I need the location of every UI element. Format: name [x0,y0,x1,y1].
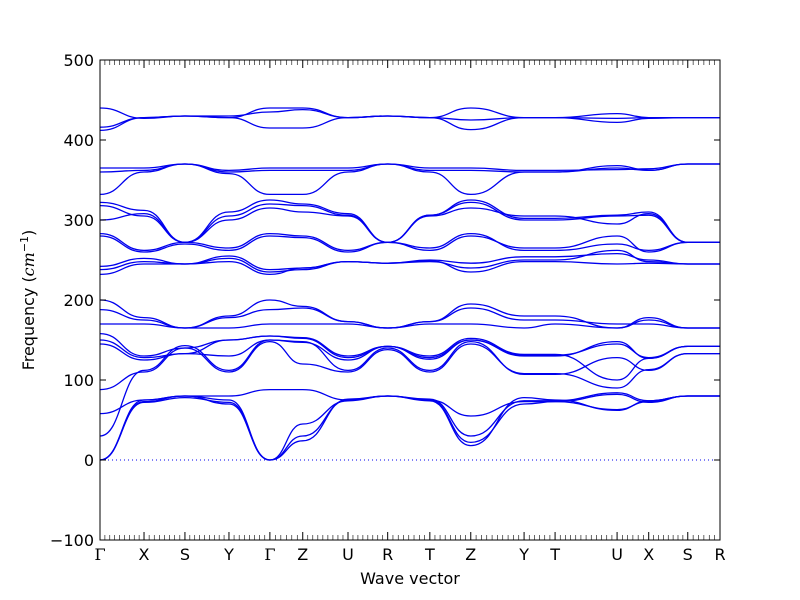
y-tick-label: 100 [63,371,94,390]
x-tick-label-z: Z [465,545,476,564]
y-axis-label-close: ) [19,230,38,236]
y-axis-label: Frequency (cm−1) [18,230,38,371]
x-tick-label-u: U [342,545,354,564]
band-line-8 [99,335,720,381]
plot-frame [99,59,721,541]
x-tick-label-gamma: Γ [94,545,105,564]
band-line-5 [99,340,720,391]
y-axis-label-unit: cm [19,252,38,276]
y-axis-ticks: −100 0 100 200 300 400 500 [50,51,720,550]
x-minor-ticks [104,60,715,540]
x-tick-label-t: T [424,545,435,564]
y-axis-label-exp: −1 [18,236,31,252]
x-tick-label-x: X [643,545,654,564]
x-tick-label-y: Y [518,545,529,564]
band-line-22 [99,163,720,173]
x-tick-label-r: R [714,545,725,564]
y-tick-label: 300 [63,211,94,230]
band-line-7 [99,339,720,361]
band-line-26 [99,107,720,120]
band-line-9 [99,332,720,359]
x-tick-label-x: X [139,545,150,564]
band-line-23 [100,163,720,172]
x-axis-label: Wave vector [360,569,460,588]
band-line-6 [99,339,720,437]
band-line-16 [99,235,720,253]
band-line-15 [99,252,720,271]
band-line-4 [99,388,720,417]
y-axis-label-main: Frequency ( [19,276,38,370]
bands-layer [99,107,720,461]
band-line-20 [99,199,720,244]
band-line-12 [99,299,720,329]
band-line-14 [99,249,720,273]
x-tick-label-s: S [683,545,693,564]
y-tick-label: 0 [84,451,94,470]
x-tick-label-y: Y [223,545,234,564]
x-tick-label-gamma: Γ [264,545,275,564]
x-tick-label-s: S [180,545,190,564]
band-line-17 [99,232,720,252]
x-tick-label-t: T [549,545,560,564]
x-tick-label-z: Z [297,545,308,564]
y-tick-label: 500 [63,51,94,70]
x-tick-label-r: R [382,545,393,564]
y-tick-label: 200 [63,291,94,310]
x-tick-label-u: U [611,545,623,564]
y-tick-label: −100 [50,531,94,550]
y-tick-label: 400 [63,131,94,150]
